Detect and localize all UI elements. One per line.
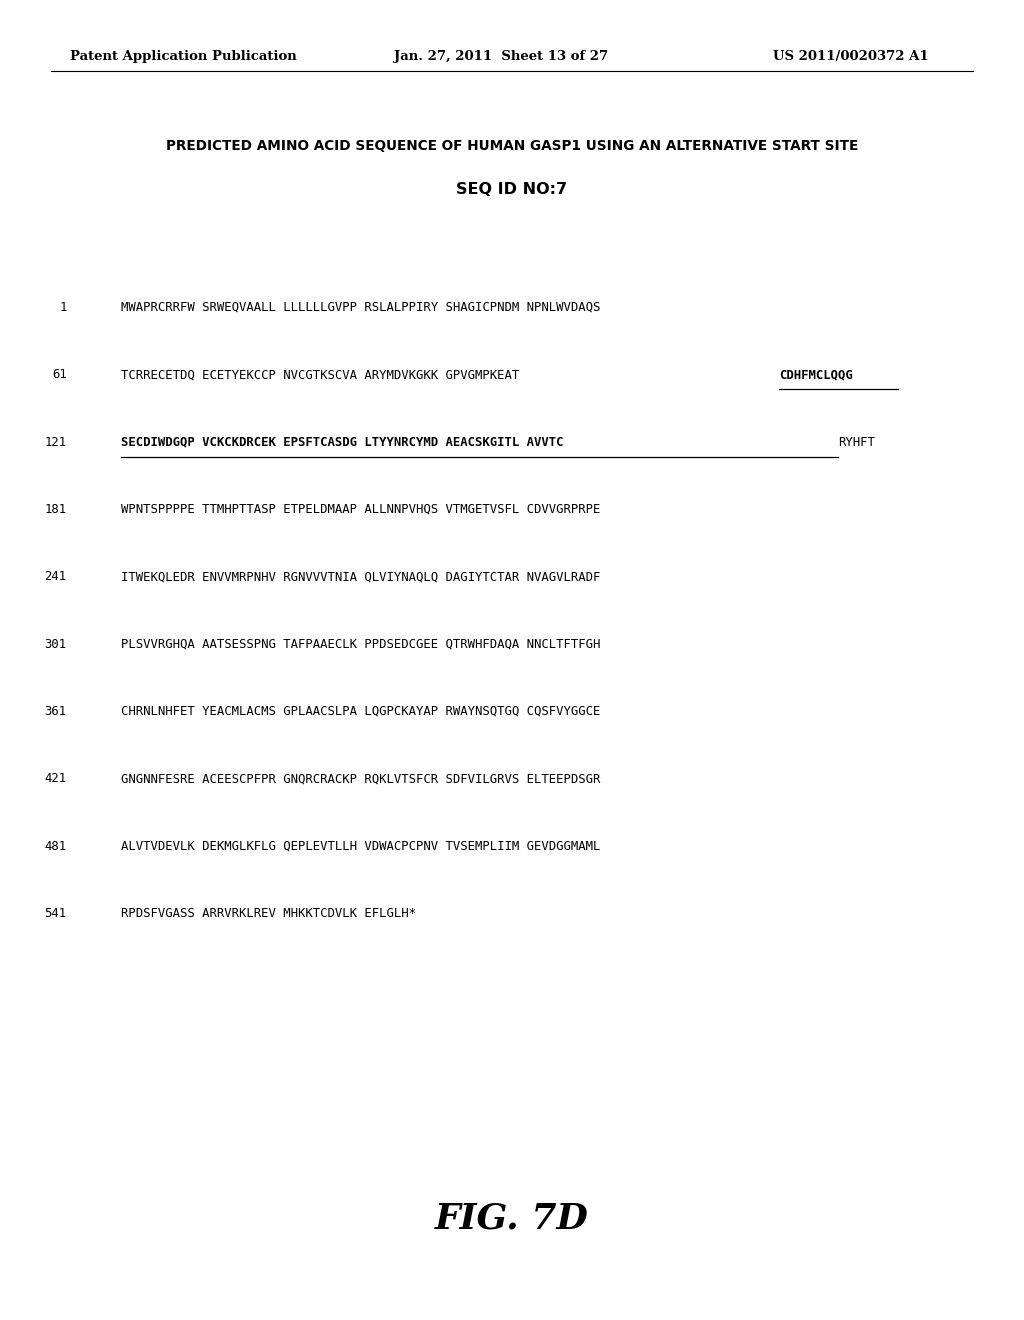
- Text: RPDSFVGASS ARRVRKLREV MHKKTCDVLK EFLGLH*: RPDSFVGASS ARRVRKLREV MHKKTCDVLK EFLGLH*: [121, 907, 416, 920]
- Text: US 2011/0020372 A1: US 2011/0020372 A1: [773, 50, 929, 63]
- Text: CHRNLNHFET YEACMLACMS GPLAACSLPA LQGPCKAYAP RWAYNSQTGQ CQSFVYGGCE: CHRNLNHFET YEACMLACMS GPLAACSLPA LQGPCKA…: [121, 705, 600, 718]
- Text: 181: 181: [44, 503, 67, 516]
- Text: RYHFT: RYHFT: [839, 436, 876, 449]
- Text: MWAPRCRRFW SRWEQVAALL LLLLLLGVPP RSLALPPIRY SHAGICPNDM NPNLWVDAQS: MWAPRCRRFW SRWEQVAALL LLLLLLGVPP RSLALPP…: [121, 301, 600, 314]
- Text: 541: 541: [44, 907, 67, 920]
- Text: ALVTVDEVLK DEKMGLKFLG QEPLEVTLLH VDWACPCPNV TVSEMPLIIM GEVDGGMAML: ALVTVDEVLK DEKMGLKFLG QEPLEVTLLH VDWACPC…: [121, 840, 600, 853]
- Text: 361: 361: [44, 705, 67, 718]
- Text: WPNTSPPPPE TTMHPTTASP ETPELDMAAP ALLNNPVHQS VTMGETVSFL CDVVGRPRPE: WPNTSPPPPE TTMHPTTASP ETPELDMAAP ALLNNPV…: [121, 503, 600, 516]
- Text: SEQ ID NO:7: SEQ ID NO:7: [457, 182, 567, 197]
- Text: ITWEKQLEDR ENVVMRPNHV RGNVVVTNIA QLVIYNAQLQ DAGIYTCTAR NVAGVLRADF: ITWEKQLEDR ENVVMRPNHV RGNVVVTNIA QLVIYNA…: [121, 570, 600, 583]
- Text: GNGNNFESRE ACEESCPFPR GNQRCRACKP RQKLVTSFCR SDFVILGRVS ELTEEPDSGR: GNGNNFESRE ACEESCPFPR GNQRCRACKP RQKLVTS…: [121, 772, 600, 785]
- Text: PREDICTED AMINO ACID SEQUENCE OF HUMAN GASP1 USING AN ALTERNATIVE START SITE: PREDICTED AMINO ACID SEQUENCE OF HUMAN G…: [166, 139, 858, 153]
- Text: 301: 301: [44, 638, 67, 651]
- Text: 1: 1: [59, 301, 67, 314]
- Text: 421: 421: [44, 772, 67, 785]
- Text: 121: 121: [44, 436, 67, 449]
- Text: SECDIWDGQP VCKCKDRCEK EPSFTCASDG LTYYNRCYMD AEACSKGITL AVVTC: SECDIWDGQP VCKCKDRCEK EPSFTCASDG LTYYNRC…: [121, 436, 563, 449]
- Text: Jan. 27, 2011  Sheet 13 of 27: Jan. 27, 2011 Sheet 13 of 27: [394, 50, 608, 63]
- Text: CDHFMCLQQG: CDHFMCLQQG: [778, 368, 852, 381]
- Text: FIG. 7D: FIG. 7D: [435, 1201, 589, 1236]
- Text: 61: 61: [52, 368, 67, 381]
- Text: Patent Application Publication: Patent Application Publication: [70, 50, 296, 63]
- Text: 481: 481: [44, 840, 67, 853]
- Text: 241: 241: [44, 570, 67, 583]
- Text: TCRRECETDQ ECETYEKCCP NVCGTKSCVA ARYMDVKGKK GPVGMPKEAT: TCRRECETDQ ECETYEKCCP NVCGTKSCVA ARYMDVK…: [121, 368, 526, 381]
- Text: PLSVVRGHQA AATSESSPNG TAFPAAECLK PPDSEDCGEE QTRWHFDAQA NNCLTFTFGH: PLSVVRGHQA AATSESSPNG TAFPAAECLK PPDSEDC…: [121, 638, 600, 651]
